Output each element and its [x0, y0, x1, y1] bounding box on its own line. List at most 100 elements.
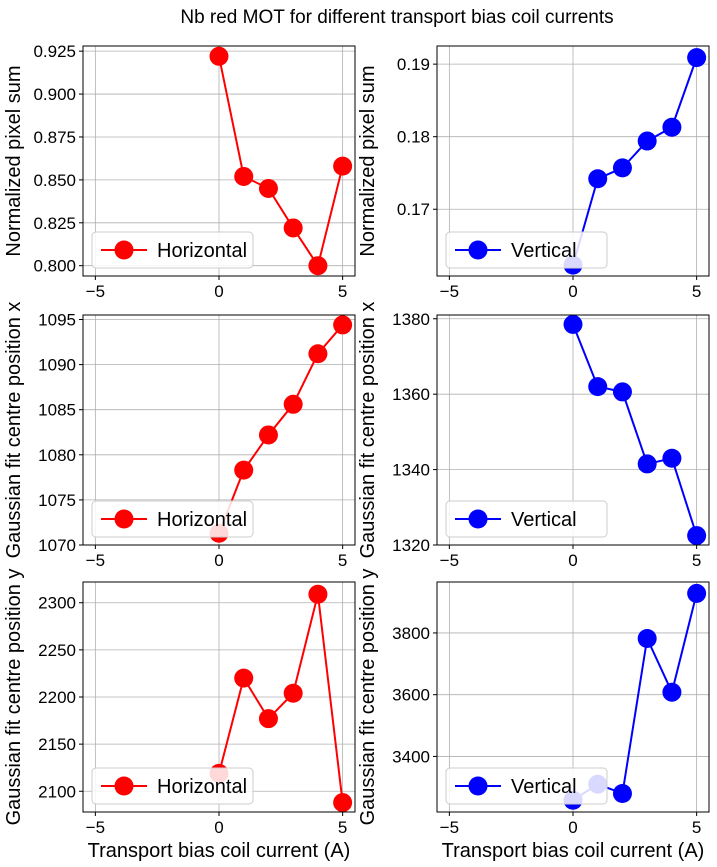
data-point [687, 526, 707, 546]
legend: Horizontal [91, 231, 254, 269]
y-tick-label: 0.875 [33, 128, 76, 147]
y-tick-label: 1090 [38, 356, 76, 375]
legend-box [445, 500, 608, 538]
y-tick-label: 2200 [38, 688, 76, 707]
y-tick-label: 3600 [392, 686, 430, 705]
legend-marker-swatch [114, 776, 134, 796]
series-line [572, 324, 698, 536]
y-tick-label: 0.825 [33, 214, 76, 233]
x-tick-label: −5 [86, 551, 105, 570]
data-point [234, 166, 254, 186]
y-tick-label: 2300 [38, 594, 76, 613]
data-point [283, 683, 303, 703]
data-point [333, 315, 353, 335]
data-point [308, 256, 328, 276]
x-tick-label: 0 [214, 818, 223, 837]
legend-label: Vertical [511, 509, 577, 531]
data-point [637, 454, 657, 474]
y-tick-label: 1380 [392, 310, 430, 329]
legend-box [445, 767, 608, 805]
data-point [687, 583, 707, 603]
x-tick-label: 0 [568, 282, 577, 301]
data-point [662, 117, 682, 137]
x-tick-label: 0 [568, 551, 577, 570]
legend-label: Horizontal [157, 240, 247, 262]
x-tick-label: 0 [568, 818, 577, 837]
data-point [258, 425, 278, 445]
y-axis-label: Normalized pixel sum [357, 65, 379, 256]
subplot-5: −5 0 5 2100 2150 2200 2250 2300 Gaussian fit cen… [3, 569, 356, 862]
data-point [258, 178, 278, 198]
legend-box [445, 231, 608, 269]
data-point [612, 382, 632, 402]
y-tick-label: 1320 [392, 536, 430, 555]
y-tick-label: 1360 [392, 385, 430, 404]
legend-label: Horizontal [157, 509, 247, 531]
legend-label: Vertical [511, 776, 577, 798]
x-tick-label: 5 [338, 551, 347, 570]
legend-marker-swatch [468, 509, 488, 529]
x-tick-label: −5 [440, 551, 459, 570]
x-tick-label: −5 [86, 282, 105, 301]
subplot-3: −5 0 5 1070 1075 1080 1085 1090 1095 Gaussian fit… [3, 302, 356, 570]
data-point [308, 344, 328, 364]
y-tick-label: 1075 [38, 491, 76, 510]
subplot-2: −5 0 5 0.17 0.18 0.19 Normalized pixel sum Vert… [357, 45, 710, 301]
legend-marker-swatch [468, 776, 488, 796]
y-tick-label: 0.850 [33, 171, 76, 190]
x-axis-label: Transport bias coil current (A) [442, 840, 705, 862]
data-point [308, 584, 328, 604]
legend-box [91, 767, 254, 805]
series-line [218, 56, 344, 269]
data-point [662, 682, 682, 702]
legend: Vertical [445, 500, 608, 538]
legend: Horizontal [91, 767, 254, 805]
x-tick-label: 0 [214, 551, 223, 570]
x-tick-label: −5 [440, 282, 459, 301]
data-point [283, 394, 303, 414]
data-point [234, 668, 254, 688]
data-point [234, 460, 254, 480]
data-point [563, 314, 583, 334]
y-tick-label: 1070 [38, 536, 76, 555]
x-axis-label: Transport bias coil current (A) [88, 840, 351, 862]
x-tick-label: −5 [86, 818, 105, 837]
y-tick-label: 1340 [392, 461, 430, 480]
y-tick-label: 2250 [38, 641, 76, 660]
x-tick-label: 5 [338, 818, 347, 837]
data-point [612, 158, 632, 178]
x-tick-label: 0 [214, 282, 223, 301]
legend: Vertical [445, 231, 608, 269]
data-point [662, 448, 682, 468]
subplot-grid: −5 0 5 0.800 0.825 0.850 0.875 0.900 0.925 Normal… [3, 42, 710, 862]
y-axis-label: Gaussian fit centre position y [357, 569, 379, 826]
data-point [209, 46, 229, 66]
y-axis-label: Gaussian fit centre position x [357, 302, 379, 559]
y-tick-label: 2100 [38, 782, 76, 801]
y-tick-label: 0.18 [397, 128, 430, 147]
legend-box [91, 500, 254, 538]
series-line [218, 594, 344, 803]
x-tick-label: 5 [692, 551, 701, 570]
data-point [333, 156, 353, 176]
legend: Vertical [445, 767, 608, 805]
y-axis-label: Gaussian fit centre position x [3, 302, 25, 559]
data-point [588, 377, 608, 397]
data-point [333, 793, 353, 813]
x-tick-label: 5 [692, 282, 701, 301]
legend-marker-swatch [468, 240, 488, 260]
y-tick-label: 0.800 [33, 257, 76, 276]
subplot-6: −5 0 5 3400 3600 3800 Gaussian fit centre posi… [357, 569, 710, 862]
data-point [612, 783, 632, 803]
figure-title: Nb red MOT for different transport bias … [180, 7, 613, 28]
x-tick-label: 5 [692, 818, 701, 837]
legend-marker-swatch [114, 509, 134, 529]
subplot-1: −5 0 5 0.800 0.825 0.850 0.875 0.900 0.925 Normal… [3, 42, 356, 301]
legend-box [91, 231, 254, 269]
y-tick-label: 3800 [392, 624, 430, 643]
y-tick-label: 1095 [38, 311, 76, 330]
y-tick-label: 0.19 [397, 55, 430, 74]
y-tick-label: 1080 [38, 446, 76, 465]
